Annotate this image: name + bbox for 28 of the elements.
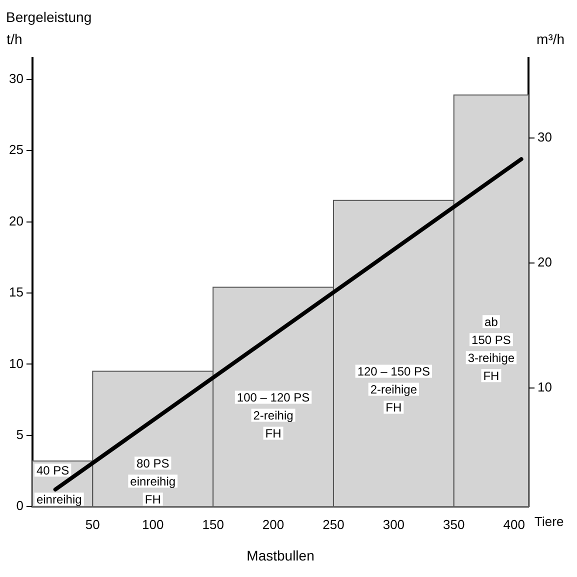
y2-tick-label: 30	[538, 130, 552, 145]
y-tick-label: 20	[8, 213, 24, 228]
y-tick-label: 15	[8, 284, 24, 300]
annotation: 80 PS einreihig FH	[130, 456, 176, 506]
y2-axis-title: m³/h	[536, 30, 565, 47]
x-tick-label: 200	[262, 516, 284, 532]
x-tick-label: 250	[322, 516, 344, 532]
y-tick-label: 30	[8, 70, 24, 86]
y2-tick-label: 20	[538, 254, 552, 270]
y-tick-label: 25	[8, 142, 24, 158]
x-tick-label: 150	[202, 516, 224, 532]
y-tick-label: 0	[16, 498, 24, 514]
annotation: ab 150 PS 3-reihige FH	[468, 314, 515, 383]
annotation: 100 – 120 PS 2-reihig FH	[236, 390, 310, 441]
x-tick-label: 350	[443, 516, 465, 532]
chart-title: Bergeleistung	[6, 8, 92, 25]
x-tick-label: 50	[85, 516, 100, 532]
x-tick-label: 300	[382, 516, 405, 532]
y-tick-label: 10	[8, 356, 24, 371]
x-tick-label: 100	[142, 516, 164, 532]
y-axis-title: t/h	[6, 30, 22, 47]
y2-tick-label: 10	[538, 379, 552, 394]
annotation: 120 – 150 PS 2-reihige FH	[357, 364, 430, 415]
x-axis-title: Mastbullen	[246, 547, 314, 564]
text: Tiere	[534, 514, 564, 530]
y-tick-label: 5	[16, 426, 24, 442]
x-tick-label: 400	[503, 516, 525, 532]
text: 40 PS einreihig	[36, 463, 82, 506]
